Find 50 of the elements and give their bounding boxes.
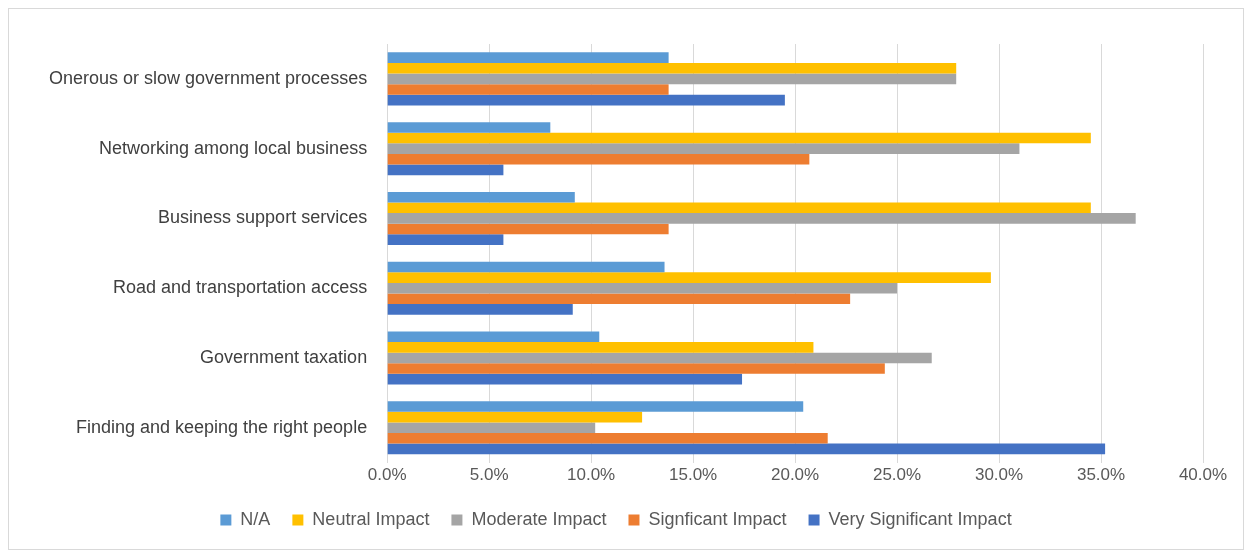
bar: [387, 52, 669, 63]
bar: [387, 153, 810, 165]
bar: [387, 122, 551, 133]
bar: [387, 443, 1106, 455]
y-tick-label: Onerous or slow government processes: [48, 67, 368, 88]
bar: [387, 62, 957, 74]
bar: [387, 73, 957, 85]
bar: [387, 304, 573, 315]
bar: [387, 164, 504, 176]
legend-label: Very Significant Impact: [828, 508, 1012, 529]
bar: [387, 261, 665, 273]
x-tick-label: 30.0%: [974, 465, 1024, 485]
x-tick-label: 0.0%: [367, 465, 407, 485]
legend-label: Neutral Impact: [312, 508, 430, 529]
bar: [387, 223, 669, 235]
bar: [387, 132, 1091, 144]
bar: [387, 94, 785, 106]
bar: [387, 191, 575, 203]
bar: [387, 202, 1091, 214]
y-tick-label: Business support services: [158, 207, 368, 228]
x-tick-label: 20.0%: [770, 465, 820, 485]
bar: [387, 293, 851, 305]
bar: [387, 342, 814, 353]
x-tick-label: 35.0%: [1076, 465, 1126, 485]
x-tick-label: 40.0%: [1178, 465, 1228, 485]
bar: [387, 234, 504, 245]
bar: [387, 401, 804, 412]
bar: [387, 422, 596, 434]
x-tick-label: 10.0%: [567, 465, 616, 485]
y-tick-label: Road and transportation access: [112, 277, 368, 298]
y-tick-label: Government taxation: [200, 346, 368, 367]
x-tick-label: 25.0%: [872, 465, 922, 485]
x-tick-label: 5.0%: [469, 465, 509, 485]
bar: [387, 373, 743, 385]
bar: [387, 411, 643, 423]
bar: [387, 433, 828, 444]
bar: [387, 84, 669, 95]
bar: [387, 352, 932, 364]
legend-label: Moderate Impact: [471, 508, 607, 529]
x-tick-label: 15.0%: [668, 465, 718, 485]
bar: [387, 272, 991, 283]
bar: [387, 282, 898, 294]
bar: [387, 331, 600, 343]
y-tick-label: Networking among local business: [99, 137, 368, 158]
legend-label: Signficant Impact: [648, 508, 787, 529]
bar: [387, 213, 1136, 224]
bar: [387, 363, 885, 374]
legend-label: N/A: [240, 508, 271, 529]
bar: [387, 143, 1020, 154]
y-tick-label: Finding and keeping the right people: [75, 416, 368, 437]
